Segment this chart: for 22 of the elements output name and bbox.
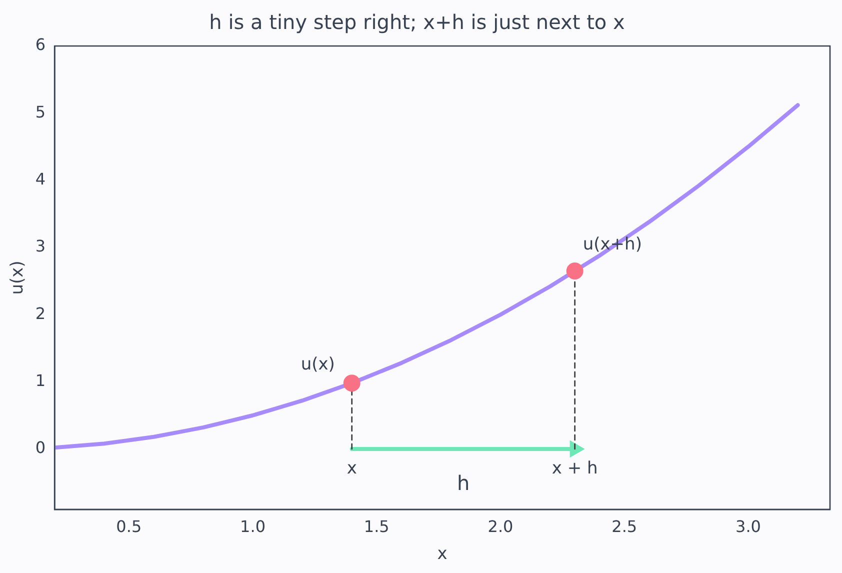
x-tick-label: 3.0 xyxy=(736,517,761,536)
annotation: x + h xyxy=(552,458,598,478)
y-tick-label: 0 xyxy=(35,438,46,458)
annotation: h xyxy=(457,471,470,496)
y-tick-label: 5 xyxy=(35,102,46,122)
point xyxy=(566,262,584,280)
x-axis-title: x xyxy=(437,544,448,564)
x-tick-label: 1.0 xyxy=(240,517,266,536)
annotation: u(x) xyxy=(300,354,335,375)
x-tick-label: 1.5 xyxy=(364,517,390,536)
y-tick-label: 3 xyxy=(35,236,46,256)
y-tick-label: 6 xyxy=(35,35,46,54)
x-tick-label: 2.5 xyxy=(612,517,638,536)
point xyxy=(343,374,360,392)
y-tick-label: 1 xyxy=(35,370,46,390)
annotation: x xyxy=(346,458,357,478)
y-tick-label: 2 xyxy=(35,304,46,323)
x-tick-label: 0.5 xyxy=(116,517,142,536)
y-axis-title: u(x) xyxy=(8,260,28,295)
y-tick-label: 4 xyxy=(35,169,46,188)
x-tick-label: 2.0 xyxy=(488,517,514,536)
chart-title: h is a tiny step right; x+h is just next to x xyxy=(209,10,626,34)
